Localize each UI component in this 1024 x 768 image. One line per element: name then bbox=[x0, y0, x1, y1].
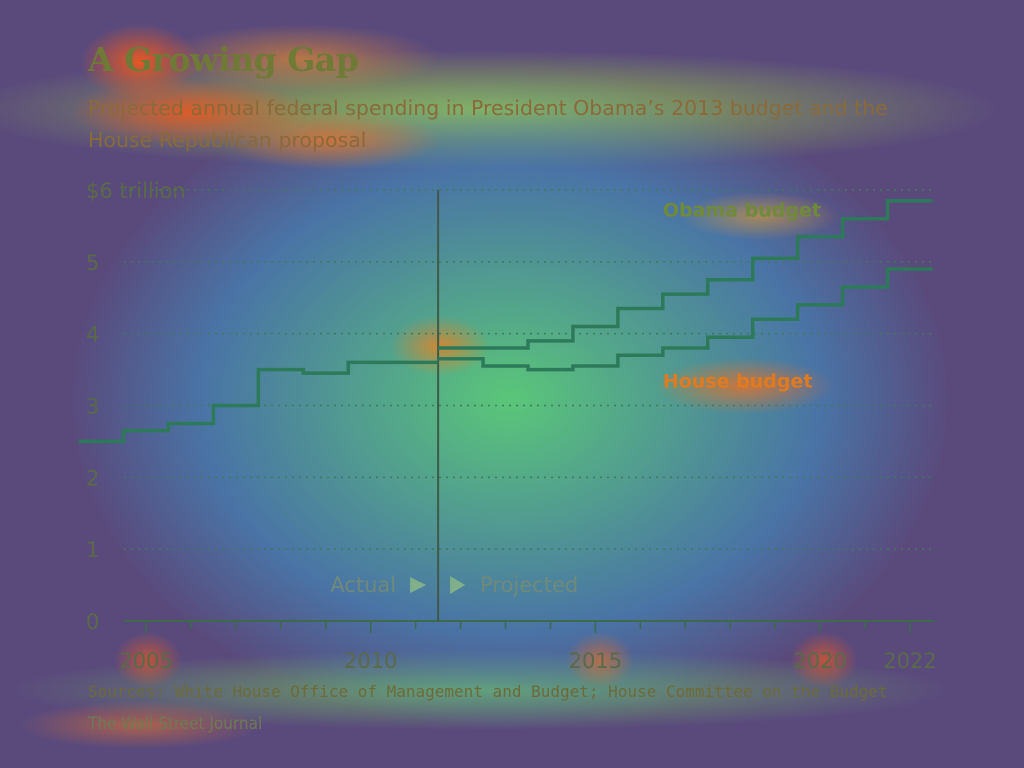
sources-note: Sources: White House Office of Managemen… bbox=[88, 682, 888, 701]
y-tick-label: 1 bbox=[86, 538, 99, 562]
projected-arrow bbox=[450, 576, 466, 594]
actual-arrow bbox=[410, 577, 427, 593]
x-tick-label: 2015 bbox=[569, 649, 622, 673]
y-tick-label: 2 bbox=[86, 466, 99, 490]
x-tick-label: 2005 bbox=[119, 649, 172, 673]
projected-label: Projected bbox=[480, 573, 578, 597]
actual-label: Actual bbox=[330, 573, 396, 597]
y-tick-label: 0 bbox=[86, 610, 99, 634]
series-line-1 bbox=[438, 267, 933, 372]
chart-title: A Growing Gap bbox=[88, 40, 359, 79]
series-label-1: House budget bbox=[663, 371, 813, 393]
publication-credit: The Wall Street Journal bbox=[88, 714, 263, 734]
y-tick-label: 4 bbox=[86, 323, 99, 347]
chart-subtitle: Projected annual federal spending in Pre… bbox=[88, 96, 888, 152]
series-line-0 bbox=[438, 199, 933, 350]
x-tick-label: 2010 bbox=[344, 649, 397, 673]
y-tick-label: 3 bbox=[86, 395, 99, 419]
series-line-2 bbox=[78, 360, 439, 444]
x-tick-label: 2020 bbox=[793, 649, 846, 673]
y-tick-label: $6 trillion bbox=[86, 179, 186, 203]
x-tick-label: 2022 bbox=[883, 649, 936, 673]
y-tick-label: 5 bbox=[86, 251, 99, 275]
series-label-0: Obama budget bbox=[663, 200, 821, 222]
